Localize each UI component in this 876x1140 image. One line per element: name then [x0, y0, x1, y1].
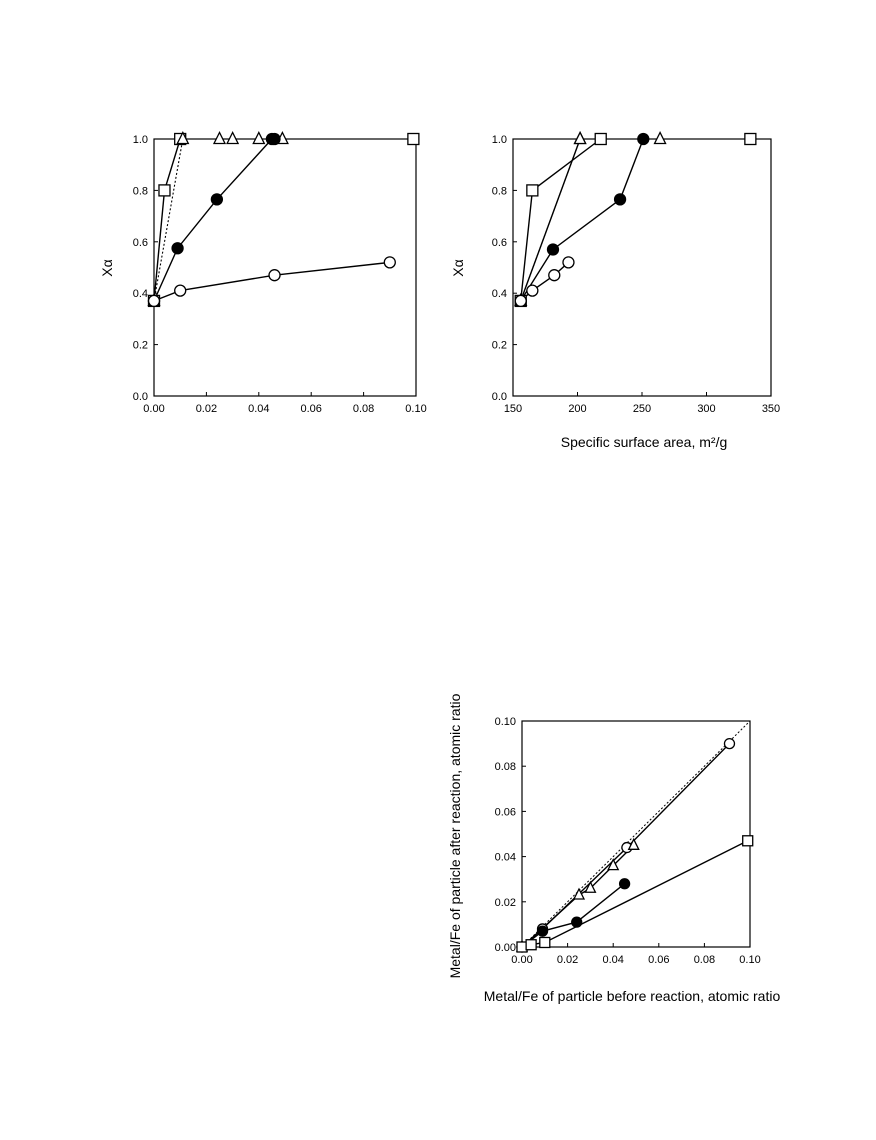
data-point-triangle-8 [252, 131, 266, 145]
series-line-3 [521, 840, 749, 948]
x-tick-label: 0.04 [602, 954, 623, 966]
data-point-square-14 [525, 939, 537, 951]
data-point-triangle-7 [607, 858, 620, 871]
data-point-filled-circle-12 [637, 132, 650, 146]
data-point-square-1 [526, 184, 539, 197]
x-tick-label: 0.02 [557, 954, 578, 966]
data-point-open-circle-16 [562, 256, 575, 269]
x-tick-label: 0.06 [300, 403, 321, 415]
x-tick-label: 0.10 [405, 403, 426, 415]
x-tick-label: 350 [762, 403, 780, 415]
y-axis-label: Metal/Fe of particle after reaction, ato… [447, 693, 463, 978]
y-tick-label: 0.0 [133, 391, 148, 403]
data-point-triangle-6 [212, 131, 227, 145]
data-point-square-1 [158, 184, 171, 197]
data-point-open-circle-14 [526, 284, 539, 297]
y-tick-label: 0.8 [492, 185, 507, 197]
data-point-triangle-8 [627, 837, 640, 850]
y-axis-label: Xα [450, 259, 466, 276]
chart-xalpha-vs-ratio: 0.00 0.02 0.04 0.06 0.08 0.10 0.0 0.2 0.4 0.6 0.8 1… [99, 131, 427, 415]
data-point-triangle-5 [572, 887, 586, 900]
y-tick-label: 0.0 [492, 391, 507, 403]
y-tick-label: 0.2 [492, 340, 507, 352]
y-tick-label: 0.6 [133, 237, 148, 249]
data-point-triangle-7 [573, 131, 587, 145]
series-line-5 [520, 138, 644, 302]
data-point-open-circle-15 [548, 269, 561, 282]
y-tick-label: 0.08 [495, 761, 516, 773]
x-axis-label: Specific surface area, m²/g [561, 434, 728, 450]
x-tick-label: 0.04 [248, 403, 269, 415]
data-point-filled-circle-12 [210, 193, 224, 206]
data-point-open-circle-18 [383, 256, 396, 269]
data-point-filled-circle-11 [171, 242, 184, 255]
x-tick-label: 0.08 [694, 954, 715, 966]
chart-ratio-after-vs-before: 0.00 0.02 0.04 0.06 0.08 0.10 0.00 0.02 0.04 0.06… [447, 693, 780, 1004]
x-tick-label: 200 [568, 403, 586, 415]
plot-frame [153, 138, 417, 397]
data-point-open-circle-15 [147, 294, 161, 308]
data-point-open-circle-16 [174, 284, 187, 297]
data-point-filled-circle-14 [268, 132, 281, 146]
data-point-triangle-6 [584, 880, 597, 893]
series-line-5 [153, 261, 390, 302]
x-tick-label: 150 [504, 403, 522, 415]
x-tick-label: 250 [633, 403, 651, 415]
plot-frame [521, 720, 751, 948]
y-tick-label: 0.8 [133, 185, 148, 197]
data-point-square-3 [407, 132, 420, 146]
data-point-open-circle-17 [268, 269, 281, 282]
data-point-square-3 [744, 132, 757, 146]
x-tick-label: 300 [697, 403, 715, 415]
data-point-triangle-8 [653, 131, 667, 145]
y-tick-label: 0.06 [495, 806, 516, 818]
data-point-square-15 [539, 936, 551, 949]
x-tick-label: 0.08 [353, 403, 374, 415]
plot-frame [512, 138, 772, 397]
x-tick-label: 0.02 [196, 403, 217, 415]
y-tick-label: 1.0 [133, 134, 148, 146]
y-tick-label: 0.10 [495, 716, 516, 728]
data-point-filled-circle-11 [571, 916, 583, 928]
y-tick-label: 0.00 [495, 942, 516, 954]
series-line-3 [520, 138, 581, 302]
x-tick-label: 0.00 [511, 954, 532, 966]
y-axis-label: Xα [99, 259, 115, 276]
y-tick-label: 1.0 [492, 134, 507, 146]
y-tick-label: 0.4 [492, 288, 507, 300]
y-tick-label: 0.02 [495, 897, 516, 909]
x-tick-label: 0.10 [739, 954, 760, 966]
data-point-filled-circle-12 [618, 878, 631, 890]
chart-xalpha-vs-surface-area: 150 200 250 300 350 0.0 0.2 0.4 0.6 0.8 1.0 Xα Speci… [450, 131, 780, 450]
data-point-triangle-7 [226, 131, 240, 145]
data-point-triangle-5 [176, 131, 190, 145]
x-tick-label: 0.00 [143, 403, 164, 415]
data-point-filled-circle-10 [536, 925, 549, 937]
data-point-filled-circle-11 [613, 193, 627, 206]
series-line-2 [521, 883, 626, 948]
data-point-open-circle-13 [514, 294, 527, 308]
y-tick-label: 0.2 [133, 340, 148, 352]
series-line-0 [520, 138, 602, 301]
y-tick-label: 0.04 [495, 852, 516, 864]
series-line-2 [153, 138, 184, 301]
data-point-open-circle-3 [723, 737, 736, 750]
data-point-filled-circle-10 [546, 243, 560, 256]
y-tick-label: 0.6 [492, 237, 507, 249]
x-tick-label: 0.06 [648, 954, 669, 966]
x-axis-label: Metal/Fe of particle before reaction, at… [484, 988, 781, 1004]
data-point-square-16 [742, 835, 754, 847]
y-tick-label: 0.4 [133, 288, 148, 300]
data-point-square-2 [594, 132, 607, 146]
diagonal-reference-line [521, 720, 751, 948]
